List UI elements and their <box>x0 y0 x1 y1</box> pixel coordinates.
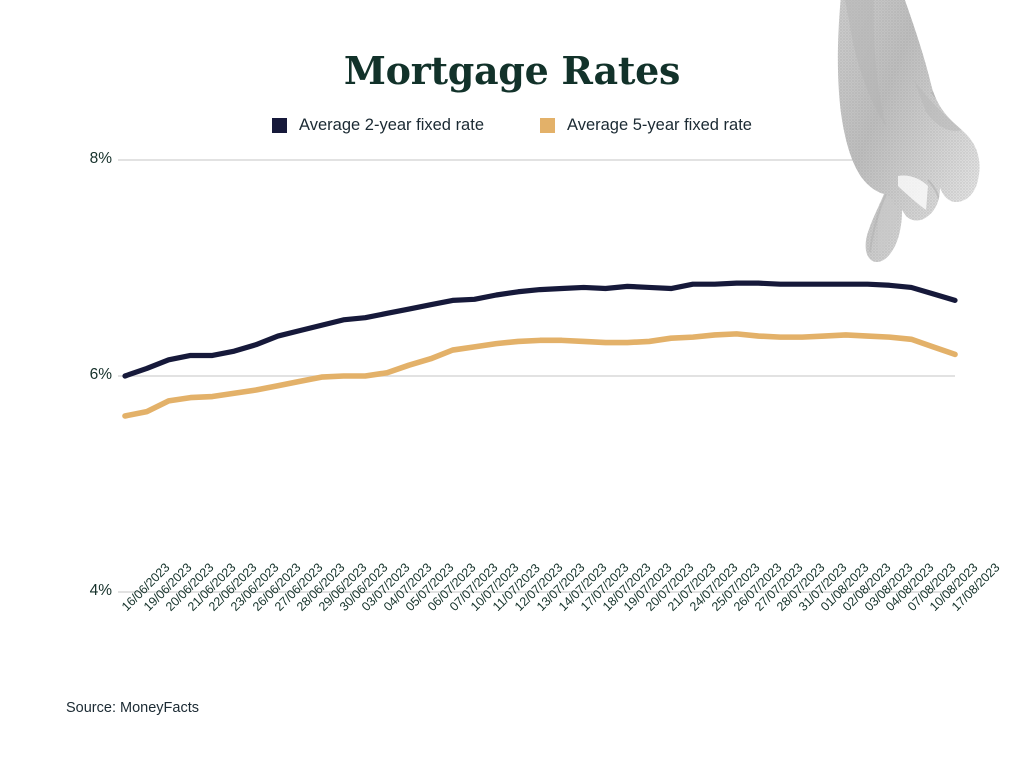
y-tick-label: 6% <box>89 366 112 383</box>
legend-swatch-navy-icon <box>272 118 288 133</box>
legend-label-5-year: Average 5-year fixed rate <box>567 116 752 134</box>
legend-item-5-year[interactable]: Average 5-year fixed rate <box>540 116 752 135</box>
series-line-5-year[interactable] <box>122 331 958 419</box>
legend-swatch-gold-icon <box>540 118 555 133</box>
y-axis: 4% 6% 8% <box>0 0 112 768</box>
y-tick-label: 4% <box>89 582 112 599</box>
series-line-2-year[interactable] <box>122 280 958 379</box>
legend-label-2-year: Average 2-year fixed rate <box>299 116 484 134</box>
chart-title: Mortgage Rates <box>343 48 681 93</box>
source-note: Source: MoneyFacts <box>66 700 199 716</box>
y-tick-label: 8% <box>89 150 112 167</box>
chart-legend: Average 2-year fixed rate Average 5-year… <box>0 116 1024 135</box>
legend-item-2-year[interactable]: Average 2-year fixed rate <box>272 116 484 135</box>
